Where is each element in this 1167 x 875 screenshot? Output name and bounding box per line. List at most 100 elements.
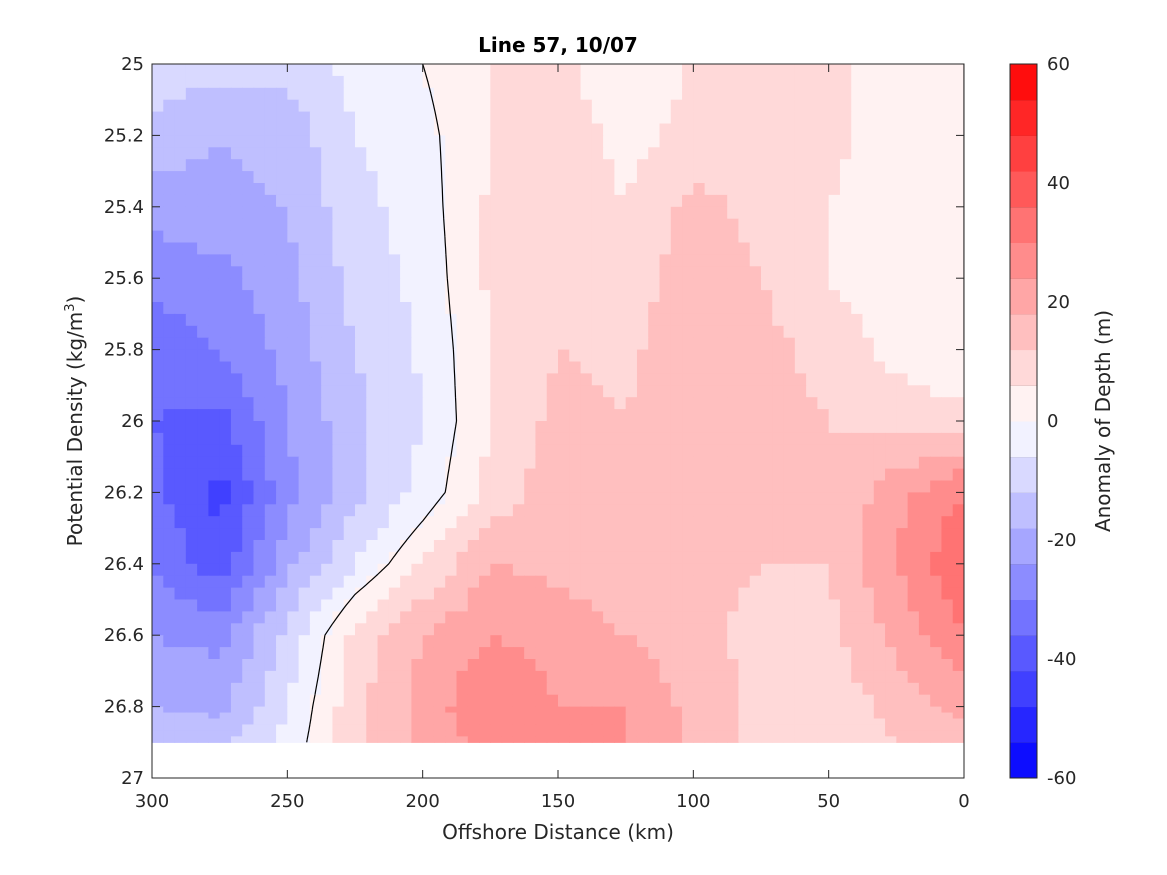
heat-cell xyxy=(648,694,661,708)
heat-cell xyxy=(952,171,964,184)
heat-cell xyxy=(648,492,661,505)
heat-cell xyxy=(197,432,209,446)
heat-cell xyxy=(298,171,311,184)
heat-cell xyxy=(343,171,356,184)
heat-cell xyxy=(366,635,379,648)
heat-cell xyxy=(659,468,672,482)
heat-cell xyxy=(332,444,345,458)
heat-cell xyxy=(343,99,356,113)
heat-cell xyxy=(276,123,288,136)
heat-cell xyxy=(896,587,909,601)
heat-cell xyxy=(614,563,627,577)
heat-cell xyxy=(727,724,740,731)
heat-cell xyxy=(264,551,277,565)
heat-cell xyxy=(411,659,424,672)
heat-cell xyxy=(219,75,232,89)
heat-cell xyxy=(546,516,559,529)
heat-cell xyxy=(896,409,909,422)
heat-cell xyxy=(479,456,491,470)
heat-cell xyxy=(783,516,796,529)
heat-cell xyxy=(952,456,964,470)
heat-cell xyxy=(817,254,830,267)
heat-cell xyxy=(896,373,909,386)
heat-cell xyxy=(321,159,334,172)
heat-cell xyxy=(197,635,209,648)
heat-cell xyxy=(163,361,176,374)
heat-cell xyxy=(693,456,706,470)
heat-cell xyxy=(479,623,491,636)
heat-cell xyxy=(422,670,435,684)
heat-cell xyxy=(569,682,582,696)
heat-cell xyxy=(885,516,897,529)
heat-cell xyxy=(501,99,514,113)
heat-cell xyxy=(445,183,458,196)
heat-cell xyxy=(242,540,255,553)
heat-cell xyxy=(659,123,672,136)
heat-cell xyxy=(862,64,875,77)
heat-cell xyxy=(839,87,852,101)
heat-cell xyxy=(422,123,435,136)
heat-cell xyxy=(817,468,830,482)
heat-cell xyxy=(467,694,480,708)
heat-cell xyxy=(321,736,334,743)
heat-cell xyxy=(501,516,514,529)
heat-cell xyxy=(862,111,875,125)
heat-cell xyxy=(839,290,852,303)
heat-cell xyxy=(738,230,751,244)
heat-cell xyxy=(321,99,334,113)
heat-cell xyxy=(941,242,954,255)
heat-cell xyxy=(174,397,187,410)
heat-cell xyxy=(512,480,525,493)
heat-cell xyxy=(941,87,954,101)
heat-cell xyxy=(862,373,875,386)
heat-cell xyxy=(918,373,931,386)
heat-cell xyxy=(332,147,345,160)
heat-cell xyxy=(670,194,683,208)
heat-cell xyxy=(535,611,548,624)
heat-cell xyxy=(230,540,243,553)
heat-cell xyxy=(558,432,570,446)
heat-cell xyxy=(704,730,717,737)
heat-cell xyxy=(896,171,909,184)
heat-cell xyxy=(941,206,954,220)
heat-cell xyxy=(321,551,334,565)
heat-cell xyxy=(580,480,593,493)
heat-cell xyxy=(749,647,762,660)
heat-cell xyxy=(185,159,198,172)
heat-cell xyxy=(445,159,458,172)
heat-cell xyxy=(456,611,469,624)
heat-cell xyxy=(772,647,785,660)
heat-cell xyxy=(839,724,852,731)
heat-cell xyxy=(411,492,424,505)
heat-cell xyxy=(851,712,864,720)
heat-cell xyxy=(287,563,300,577)
y-tick-label: 25.6 xyxy=(104,268,144,289)
heat-cell xyxy=(355,99,367,113)
heat-cell xyxy=(501,730,514,737)
heat-cell xyxy=(253,563,266,577)
heat-cell xyxy=(332,135,345,148)
heat-cell xyxy=(467,325,480,339)
heat-cell xyxy=(862,528,875,541)
heat-cell xyxy=(343,659,356,672)
heat-cell xyxy=(862,659,875,672)
heat-cell xyxy=(219,551,232,565)
heat-cell xyxy=(321,123,334,136)
heat-cell xyxy=(625,623,638,636)
heat-cell xyxy=(603,302,615,315)
heat-cell xyxy=(636,206,649,220)
heat-cell xyxy=(400,694,412,708)
heat-cell xyxy=(873,480,886,493)
heat-cell xyxy=(806,254,818,267)
heat-cell xyxy=(445,242,458,255)
heat-cell xyxy=(163,504,176,517)
heat-cell xyxy=(253,194,266,208)
heat-cell xyxy=(264,730,277,737)
heat-cell xyxy=(287,492,300,505)
heat-cell xyxy=(817,206,830,220)
heat-cell xyxy=(693,87,706,101)
heat-cell xyxy=(839,313,852,327)
heat-cell xyxy=(715,254,728,267)
heat-cell xyxy=(569,218,582,232)
